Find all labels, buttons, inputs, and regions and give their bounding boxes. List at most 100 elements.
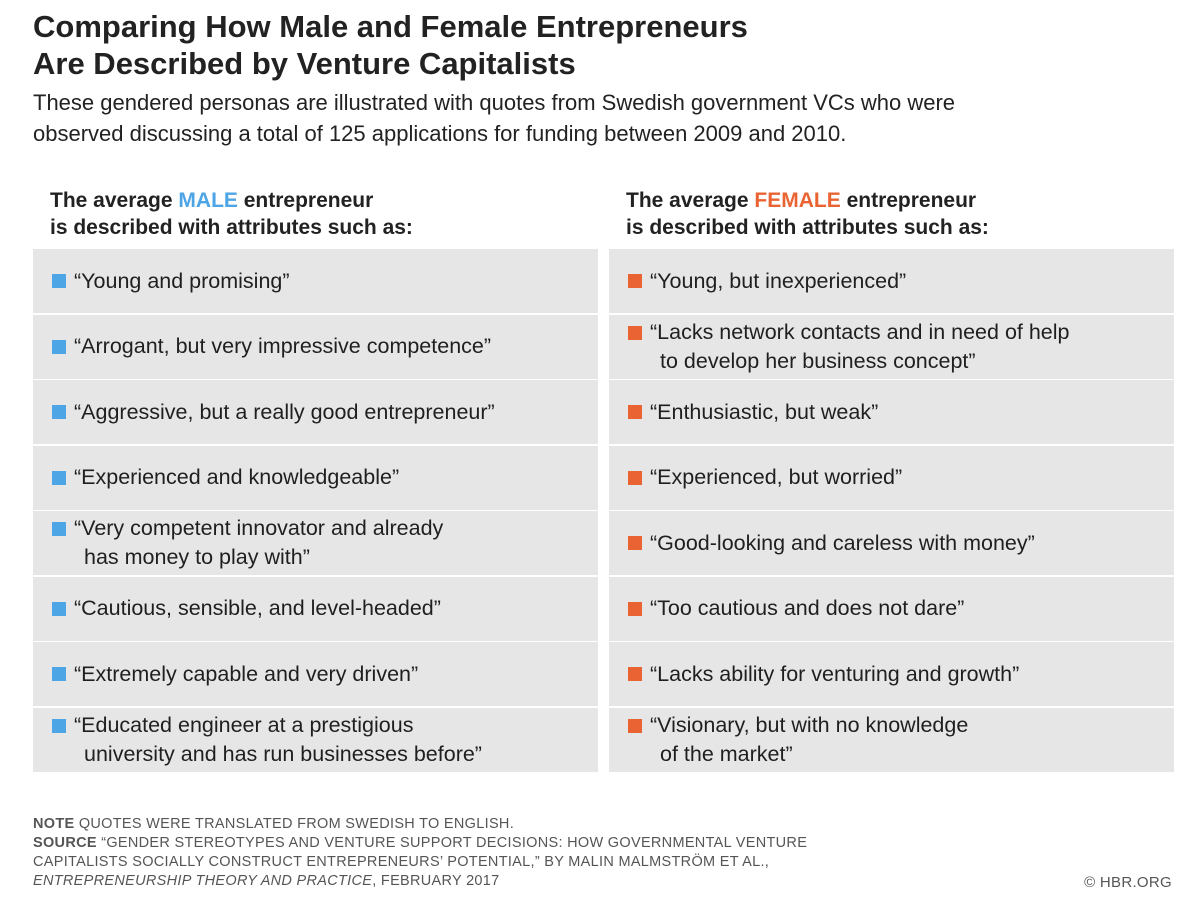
female-quote-text: “Too cautious and does not dare”	[650, 594, 964, 623]
female-quote-text: “Experienced, but worried”	[650, 463, 902, 492]
female-quote-text: “Good-looking and careless with money”	[650, 529, 1035, 558]
male-quote-row: “Experienced and knowledgeable”	[33, 445, 598, 510]
female-bullet-icon	[628, 470, 642, 485]
female-quote-text: “Young, but inexperienced”	[650, 267, 906, 296]
subtitle-line-2: observed discussing a total of 125 appli…	[33, 121, 847, 146]
male-quote-line-1: “Arrogant, but very impressive competenc…	[74, 334, 492, 358]
female-quote-row: “Lacks network contacts and in need of h…	[609, 314, 1174, 379]
male-column-heading: The average MALE entrepreneur is describ…	[50, 187, 598, 249]
male-quote-text: “Experienced and knowledgeable”	[74, 463, 399, 492]
female-quote-line-1: “Visionary, but with no knowledge	[650, 712, 969, 737]
source-line-3: ENTREPRENEURSHIP THEORY AND PRACTICE, FE…	[33, 872, 933, 891]
male-quote-row: “Educated engineer at a prestigious unive…	[33, 707, 598, 772]
female-keyword: FEMALE	[754, 189, 841, 212]
female-heading-line-2: is described with attributes such as:	[626, 216, 989, 239]
male-bullet-icon	[52, 405, 66, 419]
male-quote-line-1: “Cautious, sensible, and level-headed”	[74, 596, 441, 620]
male-heading-post: entrepreneur	[237, 189, 374, 212]
source-text-1: “GENDER STEREOTYPES AND VENTURE SUPPORT …	[101, 835, 808, 851]
male-heading-pre: The average	[50, 189, 179, 212]
copyright: © HBR.ORG	[1084, 874, 1172, 891]
male-bullet-icon	[52, 601, 66, 616]
male-quote-text: “Aggressive, but a really good entrepren…	[74, 398, 495, 427]
male-column: The average MALE entrepreneur is describ…	[33, 187, 598, 773]
male-quote-text: “Arrogant, but very impressive competenc…	[74, 332, 491, 361]
male-quote-line-1: “Young and promising”	[74, 268, 290, 293]
female-column-heading: The average FEMALE entrepreneur is descr…	[626, 187, 1174, 249]
note-line: NOTE QUOTES WERE TRANSLATED FROM SWEDISH…	[33, 815, 933, 834]
female-quote-text: “Lacks ability for venturing and growth”	[650, 660, 1019, 689]
male-quote-row: “Extremely capable and very driven”	[33, 642, 598, 706]
female-bullet-icon	[628, 274, 642, 288]
female-quote-line-2: of the market”	[660, 741, 793, 766]
female-quote-line-1: “Experienced, but worried”	[650, 465, 903, 489]
source-journal: ENTREPRENEURSHIP THEORY AND PRACTICE	[33, 873, 373, 889]
male-bullet-icon	[52, 667, 66, 681]
page-title: Comparing How Male and Female Entreprene…	[33, 8, 1133, 82]
male-bullet-icon	[52, 339, 66, 354]
male-heading-line-2: is described with attributes such as:	[50, 216, 413, 239]
female-quote-row: “Visionary, but with no knowledge of the …	[609, 707, 1174, 772]
title-line-2: Are Described by Venture Capitalists	[33, 46, 576, 81]
female-quote-row: “Enthusiastic, but weak”	[609, 380, 1174, 444]
male-quote-text: “Cautious, sensible, and level-headed”	[74, 594, 441, 623]
male-quote-text: “Young and promising”	[74, 267, 290, 296]
source-line-1: SOURCE “GENDER STEREOTYPES AND VENTURE S…	[33, 834, 933, 853]
male-quote-line-2: university and has run businesses before…	[84, 741, 482, 766]
female-quote-line-1: “Lacks ability for venturing and growth”	[650, 661, 1020, 686]
footer-notes: NOTE QUOTES WERE TRANSLATED FROM SWEDISH…	[33, 815, 933, 891]
male-quote-line-1: “Experienced and knowledgeable”	[74, 465, 400, 489]
male-quote-row: “Young and promising”	[33, 249, 598, 313]
female-quote-line-1: “Lacks network contacts and in need of h…	[650, 319, 1070, 344]
subtitle-line-1: These gendered personas are illustrated …	[33, 90, 956, 115]
male-bullet-icon	[52, 718, 66, 733]
female-quote-text: “Visionary, but with no knowledge of the …	[650, 711, 968, 769]
female-bullet-icon	[628, 718, 642, 733]
female-bullet-icon	[628, 536, 642, 550]
female-quote-line-1: “Good-looking and careless with money”	[650, 530, 1035, 555]
female-quote-line-1: “Enthusiastic, but weak”	[650, 399, 879, 424]
title-line-1: Comparing How Male and Female Entreprene…	[33, 9, 748, 44]
female-bullet-icon	[628, 405, 642, 419]
male-bullet-icon	[52, 470, 66, 485]
female-bullet-icon	[628, 325, 642, 340]
female-quote-list: “Young, but inexperienced” “Lacks network…	[609, 249, 1174, 772]
female-quote-row: “Good-looking and careless with money”	[609, 511, 1174, 575]
male-quote-text: “Very competent innovator and already has…	[74, 514, 443, 572]
note-label: NOTE	[33, 816, 75, 832]
male-quote-list: “Young and promising” “Arrogant, but very…	[33, 249, 598, 772]
male-quote-row: “Arrogant, but very impressive competenc…	[33, 314, 598, 379]
source-label: SOURCE	[33, 835, 97, 851]
male-keyword: MALE	[178, 189, 238, 212]
male-quote-text: “Educated engineer at a prestigious unive…	[74, 711, 482, 769]
female-quote-row: “Lacks ability for venturing and growth”	[609, 642, 1174, 706]
source-line-2: CAPITALISTS SOCIALLY CONSTRUCT ENTREPREN…	[33, 854, 770, 870]
female-quote-text: “Lacks network contacts and in need of h…	[650, 318, 1070, 376]
male-bullet-icon	[52, 522, 66, 536]
female-quote-row: “Young, but inexperienced”	[609, 249, 1174, 313]
subtitle: These gendered personas are illustrated …	[33, 87, 1153, 149]
female-heading-pre: The average	[626, 189, 755, 212]
female-quote-row: “Experienced, but worried”	[609, 445, 1174, 510]
male-quote-row: “Cautious, sensible, and level-headed”	[33, 576, 598, 641]
male-quote-text: “Extremely capable and very driven”	[74, 660, 418, 689]
male-quote-row: “Very competent innovator and already has…	[33, 511, 598, 575]
male-quote-line-1: “Very competent innovator and already	[74, 516, 444, 540]
female-column: The average FEMALE entrepreneur is descr…	[609, 187, 1174, 773]
male-quote-line-2: has money to play with”	[84, 545, 310, 569]
female-bullet-icon	[628, 667, 642, 681]
male-quote-line-1: “Extremely capable and very driven”	[74, 661, 419, 686]
male-bullet-icon	[52, 274, 66, 288]
note-text: QUOTES WERE TRANSLATED FROM SWEDISH TO E…	[78, 816, 515, 832]
female-quote-text: “Enthusiastic, but weak”	[650, 398, 878, 427]
female-quote-line-1: “Too cautious and does not dare”	[650, 596, 965, 620]
female-quote-row: “Too cautious and does not dare”	[609, 576, 1174, 641]
female-quote-line-2: to develop her business concept”	[660, 348, 976, 373]
male-quote-line-1: “Aggressive, but a really good entrepren…	[74, 399, 495, 424]
female-quote-line-1: “Young, but inexperienced”	[650, 268, 907, 293]
male-quote-row: “Aggressive, but a really good entrepren…	[33, 380, 598, 444]
female-heading-post: entrepreneur	[840, 189, 977, 212]
female-bullet-icon	[628, 601, 642, 616]
male-quote-line-1: “Educated engineer at a prestigious	[74, 712, 414, 737]
source-date: , FEBRUARY 2017	[372, 873, 500, 889]
